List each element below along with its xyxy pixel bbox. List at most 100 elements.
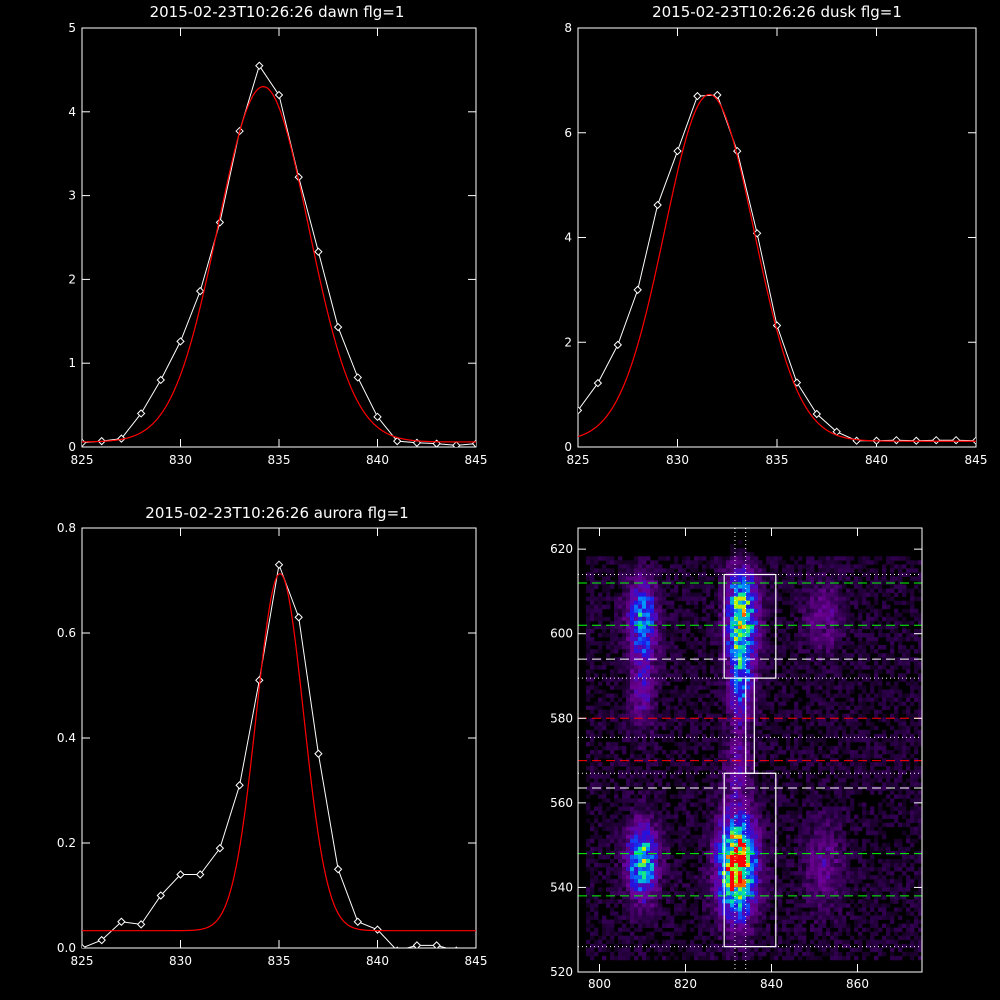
heatmap-cell (810, 818, 815, 824)
heatmap-cell (854, 665, 859, 670)
heatmap-cell (798, 709, 803, 715)
heatmap-cell (602, 604, 607, 610)
heatmap-cell (694, 620, 699, 626)
heatmap-cell (678, 806, 683, 811)
heatmap-cell (746, 717, 751, 723)
heatmap-cell (746, 778, 751, 783)
heatmap-cell (754, 568, 759, 573)
heatmap-cell (738, 766, 743, 771)
heatmap-cell (634, 677, 639, 682)
data-point-diamond (593, 378, 603, 388)
heatmap-cell (890, 814, 895, 820)
heatmap-cell (630, 798, 635, 803)
heatmap-cell (910, 632, 915, 638)
heatmap-cell (698, 596, 703, 602)
heatmap-cell (770, 721, 775, 727)
heatmap-cell (830, 588, 835, 593)
heatmap-cell (730, 858, 735, 864)
heatmap-cell (738, 568, 743, 573)
heatmap-cell (810, 612, 815, 618)
heatmap-cell (702, 628, 707, 634)
heatmap-cell (894, 774, 899, 779)
heatmap-cell (722, 725, 727, 731)
heatmap-cell (614, 665, 619, 670)
heatmap-cell (630, 826, 635, 832)
heatmap-cell (886, 689, 891, 694)
heatmap-cell (670, 600, 675, 606)
heatmap-cell (706, 798, 711, 803)
heatmap-cell (674, 794, 679, 799)
heatmap-cell (634, 685, 639, 690)
heatmap-cell (750, 705, 755, 711)
heatmap-cell (742, 588, 747, 593)
heatmap-cell (858, 576, 863, 581)
heatmap-cell (742, 556, 747, 561)
heatmap-cell (886, 770, 891, 775)
heatmap-cell (754, 584, 759, 589)
heatmap-cell (606, 641, 611, 646)
heatmap-cell (878, 754, 883, 759)
heatmap-cell (706, 822, 711, 828)
heatmap-cell (722, 560, 727, 565)
heatmap-cell (662, 826, 667, 832)
heatmap-cell (902, 592, 907, 598)
heatmap-cell (870, 858, 875, 864)
heatmap-cell (638, 608, 643, 614)
heatmap-cell (782, 709, 787, 715)
heatmap-cell (814, 838, 819, 844)
heatmap-cell (890, 616, 895, 622)
heatmap-cell (602, 689, 607, 694)
heatmap-cell (762, 604, 767, 610)
heatmap-cell (590, 705, 595, 711)
heatmap-cell (754, 745, 759, 751)
heatmap-cell (586, 754, 591, 759)
heatmap-cell (814, 854, 819, 860)
heatmap-cell (830, 842, 835, 848)
heatmap-cell (870, 584, 875, 589)
heatmap-cell (618, 697, 623, 702)
heatmap-cell (634, 588, 639, 593)
heatmap-cell (706, 830, 711, 836)
heatmap-cell (654, 762, 659, 767)
heatmap-cell (842, 564, 847, 569)
heatmap-cell (874, 576, 879, 581)
heatmap-cell (746, 628, 751, 634)
heatmap-cell (918, 673, 923, 678)
heatmap-cell (774, 741, 779, 747)
heatmap-cell (618, 745, 623, 751)
heatmap-cell (702, 584, 707, 589)
heatmap-cell (746, 725, 751, 731)
heatmap-cell (702, 608, 707, 614)
heatmap-cell (854, 632, 859, 638)
heatmap-cell (670, 863, 675, 868)
heatmap-cell (782, 665, 787, 670)
heatmap-cell (646, 673, 651, 678)
heatmap-cell (626, 608, 631, 614)
heatmap-cell (830, 754, 835, 759)
heatmap-cell (734, 713, 739, 719)
heatmap-cell (658, 721, 663, 727)
heatmap-cell (766, 624, 771, 630)
heatmap-cell (910, 620, 915, 626)
heatmap-cell (654, 681, 659, 686)
heatmap-cell (630, 733, 635, 739)
heatmap-cell (734, 701, 739, 706)
heatmap-cell (618, 669, 623, 674)
heatmap-cell (622, 628, 627, 634)
heatmap-cell (650, 632, 655, 638)
heatmap-cell (594, 560, 599, 565)
heatmap-cell (866, 636, 871, 642)
heatmap-cell (622, 604, 627, 610)
heatmap-cell (662, 661, 667, 666)
heatmap-cell (882, 717, 887, 723)
heatmap-cell (758, 620, 763, 626)
heatmap-cell (702, 576, 707, 581)
heatmap-cell (778, 798, 783, 803)
heatmap-cell (874, 838, 879, 844)
heatmap-cell (598, 701, 603, 706)
heatmap-cell (774, 754, 779, 759)
heatmap-cell (830, 733, 835, 739)
heatmap-cell (662, 814, 667, 820)
heatmap-cell (642, 620, 647, 626)
heatmap-cell (586, 576, 591, 581)
